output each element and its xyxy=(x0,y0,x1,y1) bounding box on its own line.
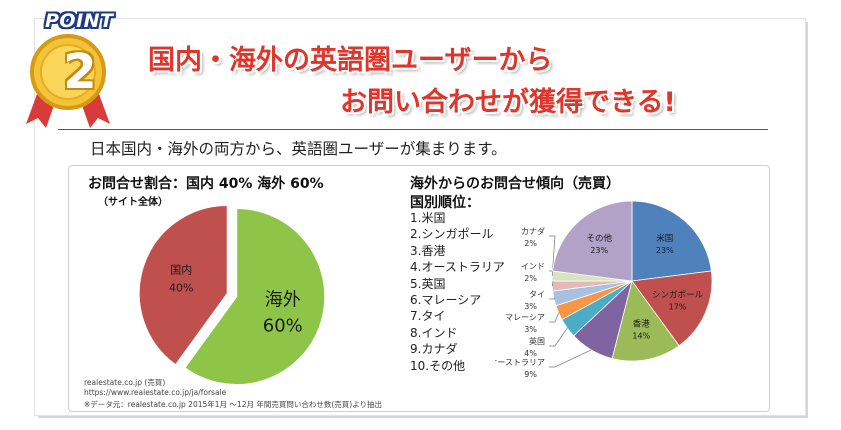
slice-value-label: 17% xyxy=(669,303,687,312)
slice-value-label: 14% xyxy=(632,332,650,341)
source-note: ※データ元：realestate.co.jp 2015年1月 ～12月 年間売買… xyxy=(84,400,383,409)
ranking-item: 3.香港 xyxy=(410,243,446,258)
slice-label: 国内 xyxy=(170,262,192,276)
leader-line xyxy=(549,312,559,323)
ranking-item: 6.マレーシア xyxy=(410,292,482,307)
slice-value-label: 23% xyxy=(590,246,608,255)
medal-icon xyxy=(26,34,110,128)
slice-value-label: 3% xyxy=(524,325,537,334)
ranking-item: 7.タイ xyxy=(410,309,446,324)
pie-slice-9 xyxy=(552,200,633,282)
right-chart-title: 海外からのお問合せ傾向（売買） xyxy=(410,176,620,192)
country-breakdown-pie: 米国 23% シンガポール 17% 香港 14% オーストラリア 9% 英国 4% マレーシア 3% タ… xyxy=(495,200,713,379)
leader-line xyxy=(549,327,568,347)
pie-slice-1 xyxy=(138,204,228,366)
slice-label: 海外 xyxy=(265,290,301,311)
slice-label: 米国 xyxy=(656,233,673,244)
ranking-heading: 国別順位： xyxy=(410,195,480,211)
point-number: 2 xyxy=(63,44,97,100)
source-line-1: realestate.co.jp (売買) xyxy=(84,378,166,387)
slice-value-label: 9% xyxy=(524,370,537,379)
ranking-item: 5.英国 xyxy=(410,276,446,291)
source-url: https://www.realestate.co.jp/ja/forsale xyxy=(84,388,227,397)
slice-value-label: 4% xyxy=(524,349,537,358)
slice-label: カナダ xyxy=(521,226,545,236)
lead-text: 日本国内・海外の両方から、英語圏ユーザーが集まります。 xyxy=(90,140,507,158)
ranking-item: 9.カナダ xyxy=(410,342,458,357)
pie-slice-1 xyxy=(631,270,713,347)
domestic-overseas-pie: 海外 60% 国内 40% xyxy=(138,204,326,386)
ranking-item: 1.米国 xyxy=(410,211,446,225)
pie-slice-0 xyxy=(184,208,326,386)
headline-line-1: 国内・海外の英語圏ユーザーから xyxy=(148,45,553,76)
slice-value-label: 2% xyxy=(524,274,537,283)
ranking-item: 8.インド xyxy=(410,325,458,340)
slice-label: 英国 xyxy=(529,336,545,346)
slice-value-label: 40% xyxy=(169,281,193,294)
slice-label: タイ xyxy=(529,290,545,299)
slice-value-label: 23% xyxy=(656,246,674,255)
pie-slice-0 xyxy=(631,200,712,282)
slice-label: 香港 xyxy=(633,319,651,330)
leader-line xyxy=(549,235,556,277)
left-chart-subtitle: （サイト全体） xyxy=(98,197,168,208)
ranking-item: 2.シンガポール xyxy=(410,227,494,242)
leader-line xyxy=(549,349,592,368)
ranking-item: 10.その他 xyxy=(410,358,466,373)
slice-value-label: 2% xyxy=(524,239,537,248)
slice-value-label: 60% xyxy=(263,316,303,337)
slice-label: オーストラリア xyxy=(495,358,545,367)
pie-slice-2 xyxy=(611,280,680,362)
slice-label: シンガポール xyxy=(652,290,704,301)
point-label: POINT xyxy=(45,10,114,32)
leader-line xyxy=(549,298,556,300)
slice-value-label: 3% xyxy=(524,302,537,311)
divider xyxy=(58,129,768,130)
headline-line-2: お問い合わせが獲得できる! xyxy=(340,87,676,118)
slice-label: その他 xyxy=(586,233,612,244)
left-chart-title: お問合せ割合：国内 40% 海外 60% xyxy=(88,176,324,192)
ranking-item: 4.オーストラリア xyxy=(410,260,505,275)
slice-label: インド xyxy=(521,262,545,271)
ranking-list: 1.米国 2.シンガポール 3.香港 4.オーストラリア 5.英国 6.マレーシ… xyxy=(410,210,505,374)
slice-label: マレーシア xyxy=(505,313,545,322)
